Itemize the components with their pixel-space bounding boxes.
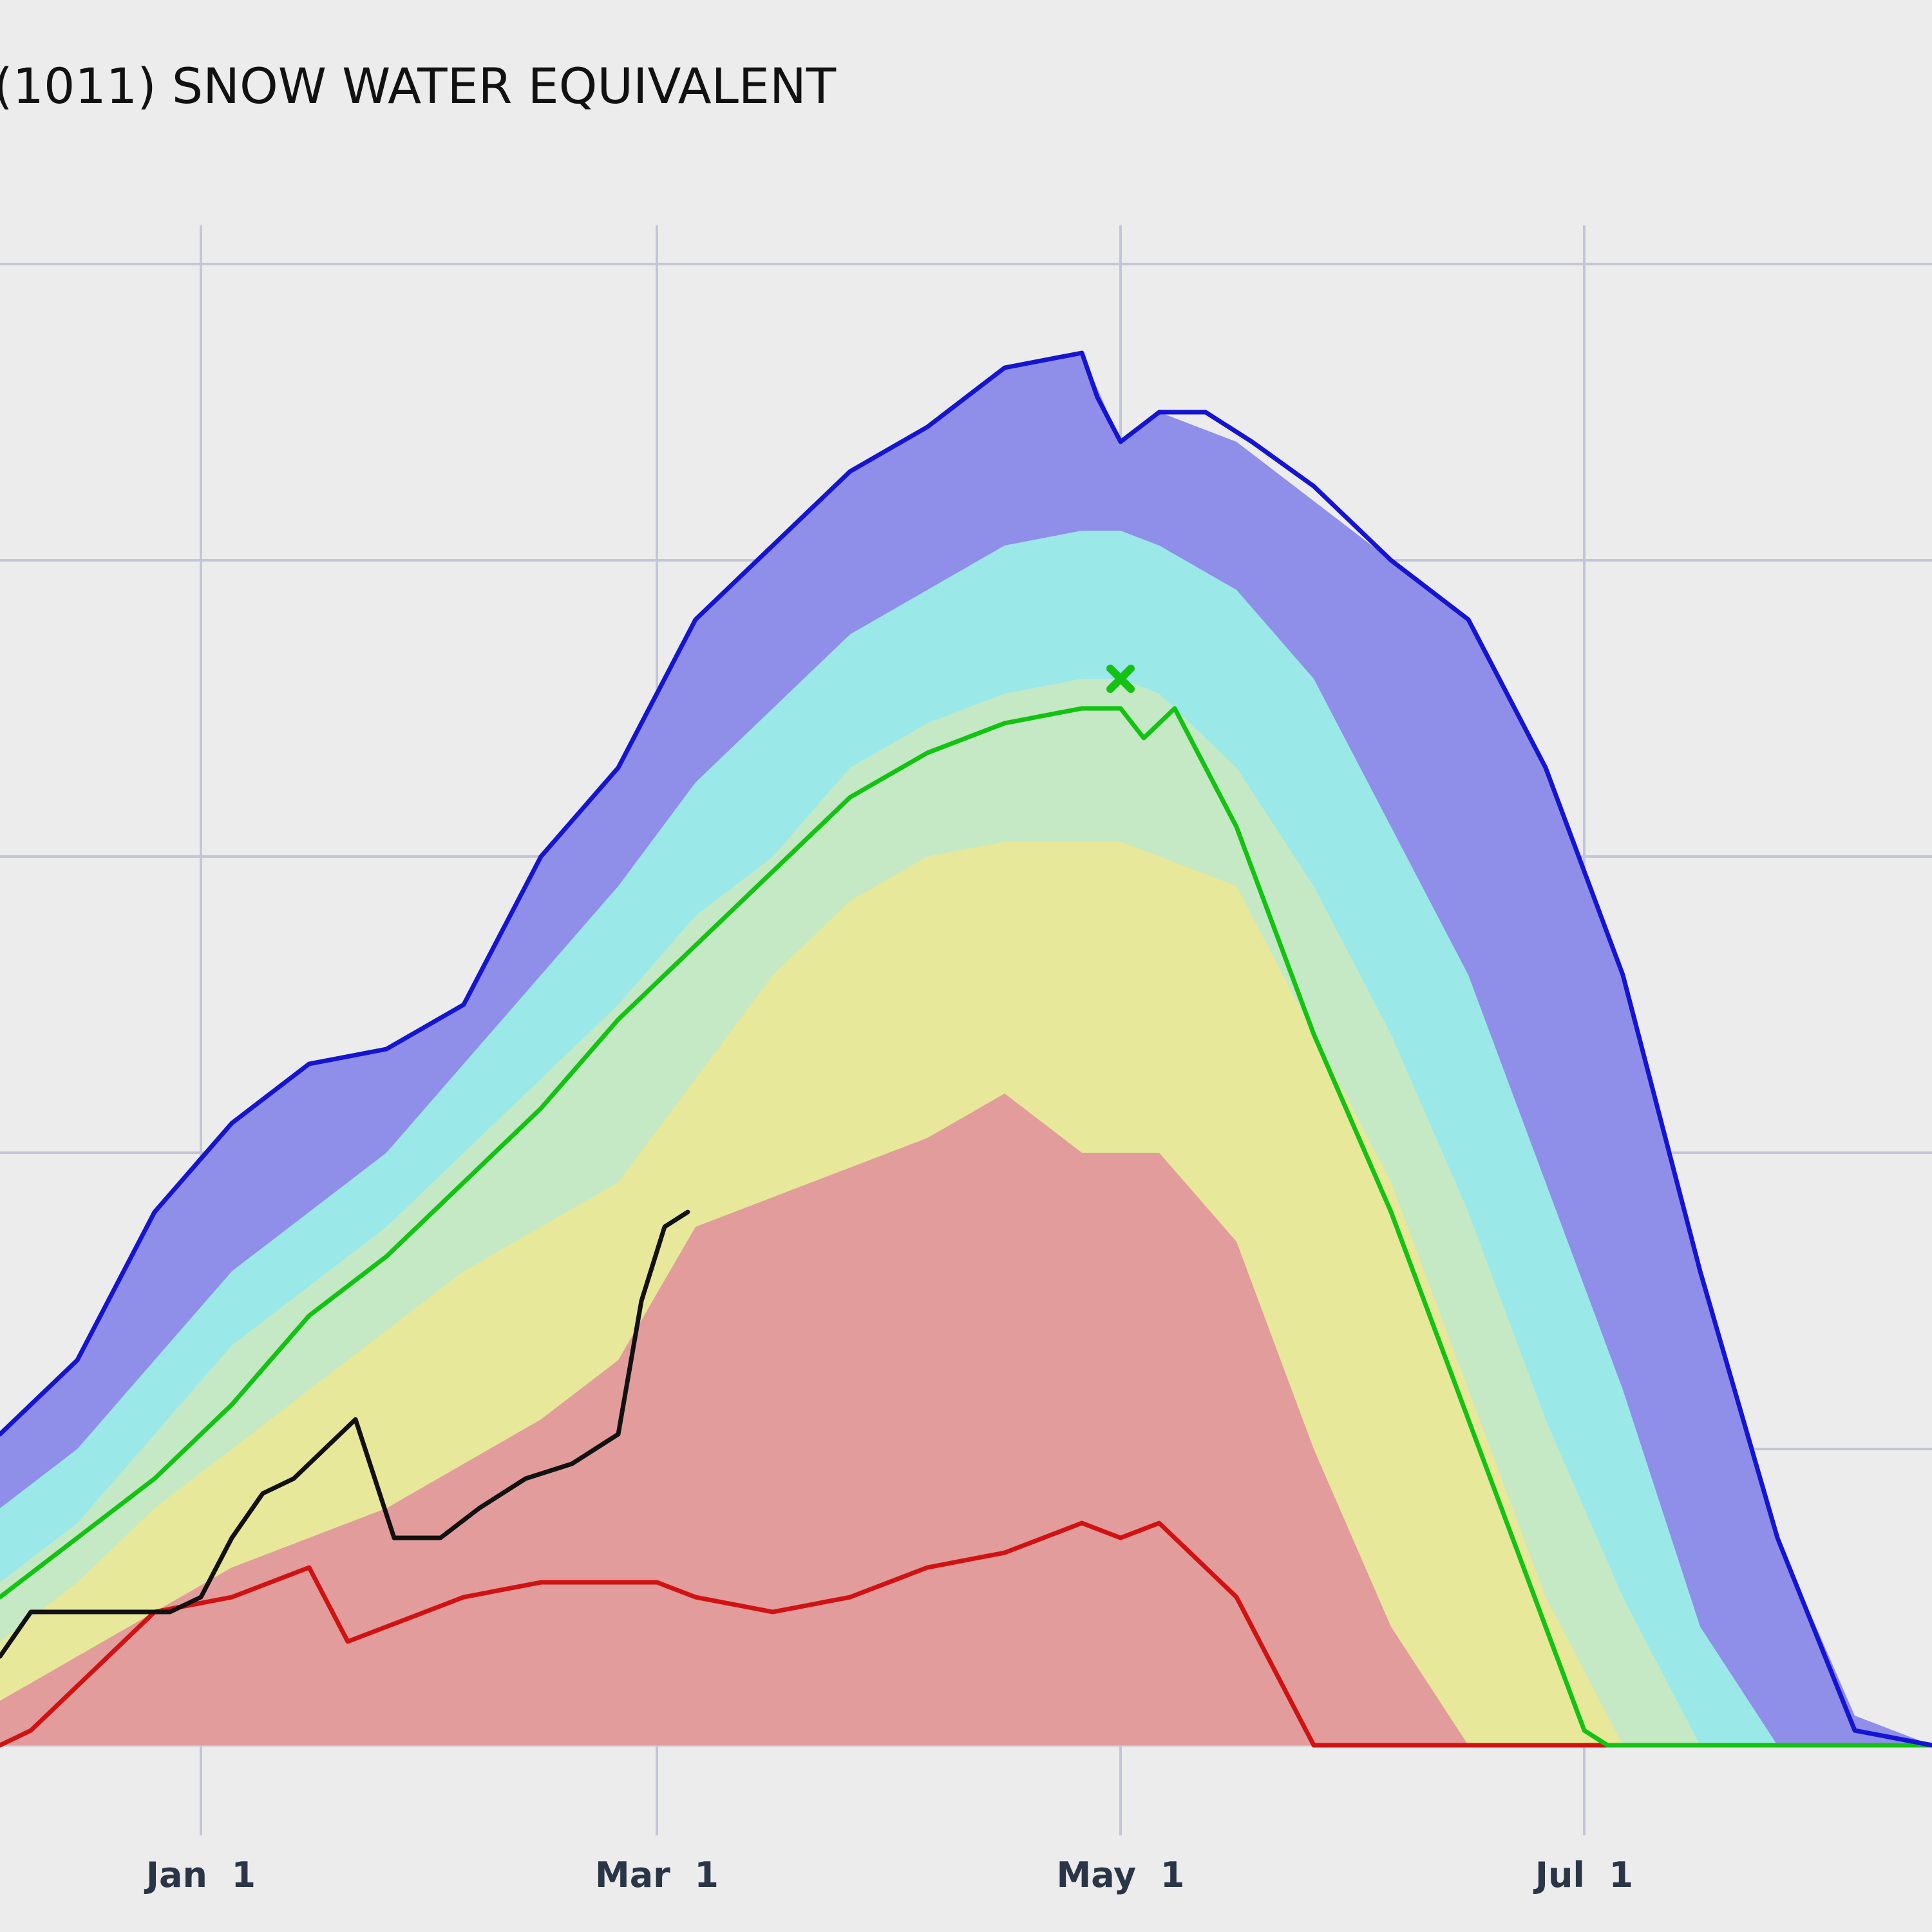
median-line [0, 706, 1932, 1748]
min-line [0, 1520, 1932, 1748]
marker-stroke-b [1106, 665, 1135, 693]
chart-title: (1011) SNOW WATER EQUIVALENT [0, 57, 837, 115]
series-lines [0, 350, 1932, 1748]
markers [1106, 665, 1135, 693]
max-line [0, 350, 1932, 1748]
current-year-line [0, 1209, 690, 1659]
x-tick-label-3: Jul 1 [1533, 1855, 1633, 1895]
median-peak-marker [1106, 665, 1135, 693]
x-tick-label-1: Mar 1 [595, 1855, 719, 1895]
x-tick-label-2: May 1 [1057, 1855, 1185, 1895]
x-tick-label-0: Jan 1 [144, 1855, 256, 1895]
percentile-bands [0, 353, 1932, 1745]
x-axis-ticks: Jan 1 Mar 1 May 1 Jul 1 [144, 1855, 1633, 1895]
band-p30 [0, 1094, 1932, 1745]
